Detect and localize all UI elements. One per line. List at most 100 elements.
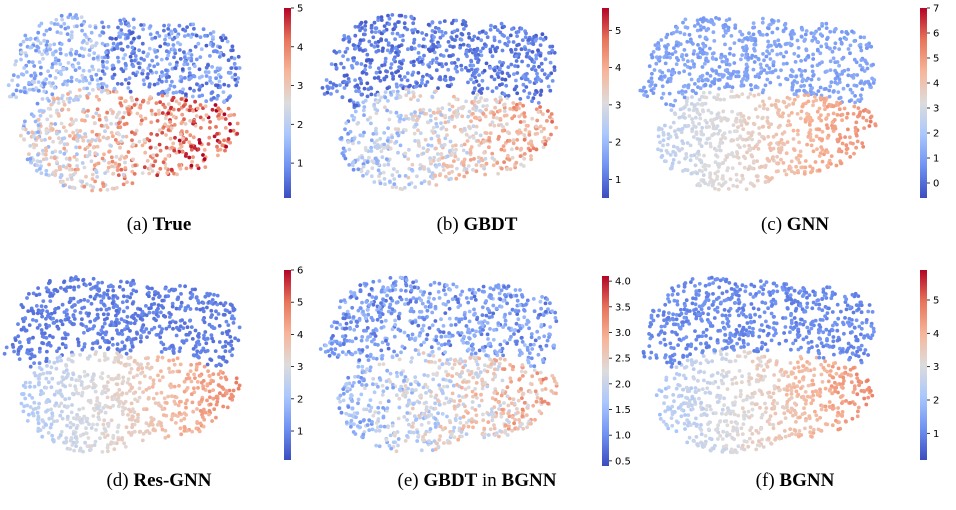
data-point bbox=[691, 42, 695, 46]
data-point bbox=[210, 81, 214, 85]
data-point bbox=[434, 147, 438, 151]
data-point bbox=[813, 95, 817, 99]
data-point bbox=[83, 370, 87, 374]
data-point bbox=[210, 65, 214, 69]
data-point bbox=[170, 32, 174, 36]
data-point bbox=[82, 69, 86, 73]
data-point bbox=[138, 106, 142, 110]
data-point bbox=[171, 358, 175, 362]
data-point bbox=[496, 172, 500, 176]
data-point bbox=[868, 124, 872, 128]
data-point bbox=[778, 83, 782, 87]
data-point bbox=[22, 40, 26, 44]
data-point bbox=[53, 22, 57, 26]
data-point bbox=[218, 55, 222, 59]
data-point bbox=[124, 445, 128, 449]
data-point bbox=[525, 52, 529, 56]
data-point bbox=[203, 365, 207, 369]
data-point bbox=[866, 67, 870, 71]
data-point bbox=[361, 49, 365, 53]
data-point bbox=[178, 307, 182, 311]
data-point bbox=[78, 146, 82, 150]
data-point bbox=[847, 47, 851, 51]
data-point bbox=[443, 143, 447, 147]
data-point bbox=[5, 346, 9, 350]
data-point bbox=[475, 169, 479, 173]
data-point bbox=[359, 82, 363, 86]
data-point bbox=[551, 79, 555, 83]
data-point bbox=[51, 81, 55, 85]
data-point bbox=[659, 149, 663, 153]
data-point bbox=[126, 413, 130, 417]
data-point bbox=[718, 78, 722, 82]
data-point bbox=[158, 379, 162, 383]
data-point bbox=[25, 296, 29, 300]
scatter-plot bbox=[0, 0, 250, 205]
data-point bbox=[671, 52, 675, 56]
data-point bbox=[705, 125, 709, 129]
data-point bbox=[709, 84, 713, 88]
data-point bbox=[392, 58, 396, 62]
data-point bbox=[350, 114, 354, 118]
data-point bbox=[91, 414, 95, 418]
data-point bbox=[717, 87, 721, 91]
data-point bbox=[347, 40, 351, 44]
data-point bbox=[64, 166, 68, 170]
data-point bbox=[453, 61, 457, 65]
data-point bbox=[730, 151, 734, 155]
data-point bbox=[669, 167, 673, 171]
data-point bbox=[352, 59, 356, 63]
data-point bbox=[472, 35, 476, 39]
data-point bbox=[772, 64, 776, 68]
data-point bbox=[825, 164, 829, 168]
data-point bbox=[167, 154, 171, 158]
data-point bbox=[148, 63, 152, 67]
data-point bbox=[105, 84, 109, 88]
data-point bbox=[410, 112, 414, 116]
data-point bbox=[204, 70, 208, 74]
data-point bbox=[422, 37, 426, 41]
data-point bbox=[101, 450, 105, 454]
data-point bbox=[215, 145, 219, 149]
data-point bbox=[59, 31, 63, 35]
colorbar-tick-label: 2 bbox=[297, 120, 303, 131]
data-point bbox=[173, 85, 177, 89]
data-point bbox=[662, 131, 666, 135]
data-point bbox=[804, 47, 808, 51]
scatter-plot bbox=[0, 262, 250, 467]
data-point bbox=[710, 111, 714, 115]
data-point bbox=[728, 130, 732, 134]
data-point bbox=[696, 111, 700, 115]
data-point bbox=[705, 72, 709, 76]
data-point bbox=[498, 117, 502, 121]
data-point bbox=[521, 104, 525, 108]
data-point bbox=[848, 135, 852, 139]
data-point bbox=[136, 416, 140, 420]
data-point bbox=[60, 97, 64, 101]
data-point bbox=[778, 141, 782, 145]
data-point bbox=[321, 86, 325, 90]
data-point bbox=[803, 69, 807, 73]
data-point bbox=[106, 312, 110, 316]
data-point bbox=[852, 39, 856, 43]
data-point bbox=[476, 139, 480, 143]
data-point bbox=[122, 310, 126, 314]
data-point bbox=[398, 34, 402, 38]
data-point bbox=[771, 31, 775, 35]
data-point bbox=[172, 43, 176, 47]
data-point bbox=[176, 41, 180, 45]
data-point bbox=[164, 34, 168, 38]
data-point bbox=[233, 73, 237, 77]
data-point bbox=[501, 49, 505, 53]
data-point bbox=[495, 161, 499, 165]
data-point bbox=[127, 150, 131, 154]
data-point bbox=[102, 25, 106, 29]
data-point bbox=[454, 177, 458, 181]
data-point bbox=[78, 416, 82, 420]
data-point bbox=[672, 145, 676, 149]
data-point bbox=[183, 56, 187, 60]
data-point bbox=[68, 134, 72, 138]
data-point bbox=[539, 54, 543, 58]
data-point bbox=[68, 13, 72, 17]
data-point bbox=[370, 166, 374, 170]
